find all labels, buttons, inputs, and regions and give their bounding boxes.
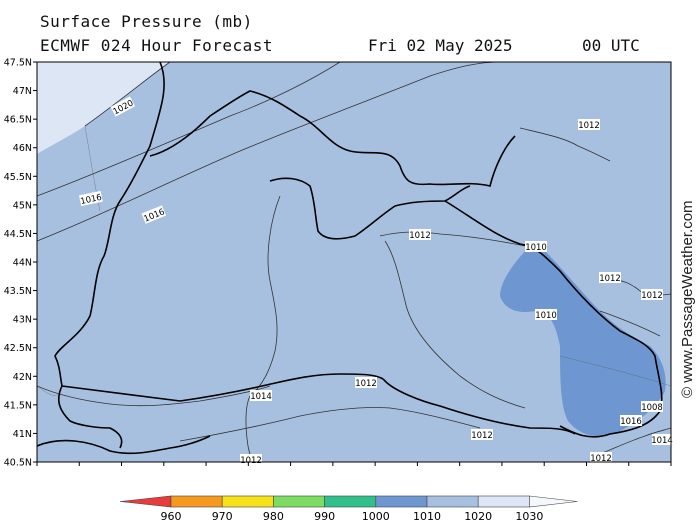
svg-text:1010: 1010 xyxy=(525,243,547,253)
isobar-label: 1008 xyxy=(641,401,663,413)
lat-label: 41N xyxy=(13,429,32,440)
legend-label: 960 xyxy=(161,510,182,523)
isobar-label: 1014 xyxy=(250,390,272,402)
isobar-line xyxy=(379,231,526,247)
coastline-north xyxy=(149,90,516,187)
svg-text:1014: 1014 xyxy=(250,392,272,402)
legend: 960 970 980 990 1000 1010 1020 1030 xyxy=(119,495,578,523)
svg-text:1012: 1012 xyxy=(240,456,262,466)
legend-label: 990 xyxy=(314,510,335,523)
forecast-date: Fri 02 May 2025 xyxy=(368,36,513,55)
svg-text:1014: 1014 xyxy=(651,436,673,446)
isobar-line xyxy=(37,62,501,242)
legend-label: 1030 xyxy=(515,510,543,523)
lat-label: 43N xyxy=(13,315,32,326)
longitude-axis: 27E28E29E30E31E32E33E34E35E36E37E38E39E4… xyxy=(36,462,672,466)
legend-bar xyxy=(119,495,578,508)
isobar-label: 1012 xyxy=(355,377,377,389)
svg-text:1012: 1012 xyxy=(599,274,621,284)
isobars xyxy=(37,62,671,462)
legend-label: 1020 xyxy=(464,510,492,523)
watermark: © www.PassageWeather.com xyxy=(679,200,696,398)
coastline-east xyxy=(444,200,663,438)
latitude-axis: 47.5N 47N 46.5N 46N 45.5N 45N 44.5N 44N 43.5N 43N… xyxy=(4,58,37,467)
borders xyxy=(37,125,671,396)
svg-text:1012: 1012 xyxy=(641,291,663,301)
legend-swatch xyxy=(170,495,223,508)
legend-swatch xyxy=(477,495,530,508)
svg-text:1016: 1016 xyxy=(80,193,103,207)
isobar-line xyxy=(84,62,171,127)
pressure-band-1000-1010 xyxy=(500,246,666,437)
isobar-line xyxy=(384,240,526,409)
svg-text:1008: 1008 xyxy=(641,403,663,413)
svg-text:1012: 1012 xyxy=(590,454,612,464)
lat-label: 46N xyxy=(13,143,32,154)
isobar-line xyxy=(37,385,271,407)
legend-arrow-high xyxy=(529,495,578,508)
legend-swatch xyxy=(273,495,325,508)
legend-label: 970 xyxy=(212,510,233,523)
chart-subtitle: ECMWF 024 Hour Forecast xyxy=(40,36,274,55)
forecast-time: 00 UTC xyxy=(582,36,640,55)
isobar-label: 1016 xyxy=(620,415,642,427)
isobar-label: 1012 xyxy=(599,272,621,284)
legend-label: 1000 xyxy=(362,510,390,523)
watermark-text: © www.PassageWeather.com xyxy=(679,200,696,398)
svg-text:1010: 1010 xyxy=(535,311,557,321)
isobar-line xyxy=(179,407,481,442)
lat-label: 43.5N xyxy=(4,286,32,297)
isobar-label: 1012 xyxy=(471,429,493,441)
lat-label: 42N xyxy=(13,372,32,383)
isobar-label: 1012 xyxy=(641,289,663,301)
lat-label: 44N xyxy=(13,258,32,269)
legend-label: 980 xyxy=(263,510,284,523)
legend-swatch xyxy=(426,495,479,508)
pressure-band-1020-1030 xyxy=(37,62,170,154)
legend-labels: 960 970 980 990 1000 1010 1020 1030 xyxy=(161,510,544,523)
svg-text:1012: 1012 xyxy=(471,431,493,441)
isobar-line xyxy=(599,310,661,337)
legend-swatch xyxy=(221,495,274,508)
lat-label: 42.5N xyxy=(4,343,32,354)
legend-swatch xyxy=(324,495,377,508)
chart-title: Surface Pressure (mb) xyxy=(40,12,253,31)
coastline-south xyxy=(61,373,576,435)
lat-label: 46.5N xyxy=(4,115,32,126)
svg-text:1012: 1012 xyxy=(355,379,377,389)
coastline xyxy=(37,62,663,455)
isobar-label: 1010 xyxy=(525,241,547,253)
isobar-line xyxy=(599,427,671,455)
isobar-line xyxy=(37,62,341,197)
lat-label: 47N xyxy=(13,86,32,97)
legend-label: 1010 xyxy=(413,510,441,523)
isobar-label: 1012 xyxy=(578,119,600,131)
lat-label: 45.5N xyxy=(4,172,32,183)
pressure-map: 1020 1016 1016 1012 1012 1010 1010 1012 … xyxy=(4,58,673,467)
lat-label: 40.5N xyxy=(4,458,32,467)
lat-label: 41.5N xyxy=(4,400,32,411)
isobar-line xyxy=(519,127,611,162)
coastline-west xyxy=(54,62,165,449)
lat-label: 47.5N xyxy=(4,58,32,69)
legend-swatch xyxy=(375,495,428,508)
isobar-label: 1010 xyxy=(535,309,557,321)
isobar-label: 1012 xyxy=(240,454,262,466)
svg-text:1012: 1012 xyxy=(409,231,431,241)
coastline-marmara xyxy=(37,435,211,455)
isobar-line xyxy=(245,195,281,462)
lat-label: 44.5N xyxy=(4,229,32,240)
svg-text:1012: 1012 xyxy=(578,121,600,131)
isobar-label: 1012 xyxy=(590,452,612,464)
isobar-label: 1014 xyxy=(651,434,673,446)
lat-label: 45N xyxy=(13,200,32,211)
isobar-label: 1012 xyxy=(409,229,431,241)
legend-arrow-low xyxy=(119,495,172,508)
svg-text:1016: 1016 xyxy=(620,417,642,427)
isobar-label: 1016 xyxy=(78,190,103,207)
